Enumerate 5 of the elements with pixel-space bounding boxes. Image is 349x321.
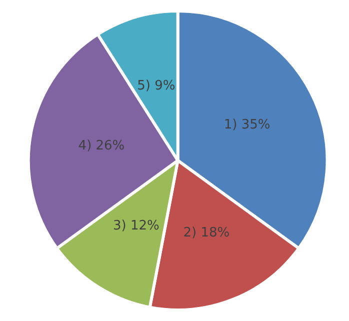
slice-label: 4) 26%: [78, 138, 125, 154]
slice-label: 2) 18%: [183, 225, 230, 240]
slice-label: 3) 12%: [112, 218, 160, 234]
slice-label: 1) 35%: [224, 118, 270, 133]
slice-label: 5) 9%: [137, 78, 176, 94]
